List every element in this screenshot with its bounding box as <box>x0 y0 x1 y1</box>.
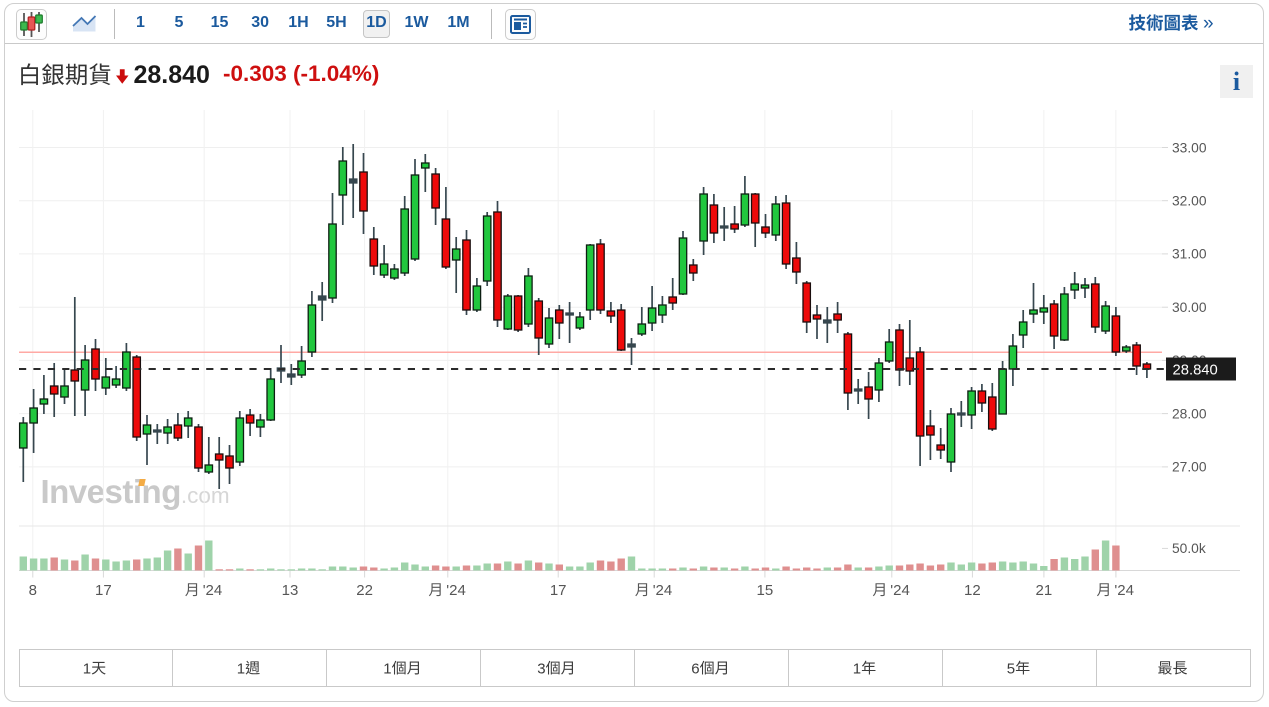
svg-text:13: 13 <box>282 582 299 599</box>
svg-text:28.00: 28.00 <box>1172 406 1207 421</box>
svg-text:33.00: 33.00 <box>1172 140 1207 155</box>
svg-text:'24: '24 <box>203 582 223 599</box>
svg-text:30.00: 30.00 <box>1172 300 1207 315</box>
svg-text:'24: '24 <box>446 582 466 599</box>
svg-text:17: 17 <box>550 582 567 599</box>
svg-text:3: 3 <box>537 660 545 677</box>
svg-text:12: 12 <box>964 582 981 599</box>
svg-text:50.0k: 50.0k <box>1172 541 1206 556</box>
svg-text:31.00: 31.00 <box>1172 247 1207 262</box>
svg-text:32.00: 32.00 <box>1172 194 1207 209</box>
svg-text:'24: '24 <box>653 582 673 599</box>
svg-text:5: 5 <box>1007 660 1015 677</box>
svg-text:»: » <box>1203 13 1214 34</box>
svg-text:15: 15 <box>757 582 774 599</box>
svg-text:6: 6 <box>691 660 699 677</box>
svg-text:1: 1 <box>383 660 391 677</box>
svg-text:1: 1 <box>83 660 91 677</box>
svg-text:27.00: 27.00 <box>1172 460 1207 475</box>
svg-text:1: 1 <box>853 660 861 677</box>
svg-text:28.840: 28.840 <box>1173 362 1218 378</box>
svg-text:21: 21 <box>1036 582 1053 599</box>
svg-text:17: 17 <box>95 582 112 599</box>
svg-text:8: 8 <box>29 582 37 599</box>
svg-text:22: 22 <box>356 582 373 599</box>
svg-text:'24: '24 <box>890 582 910 599</box>
svg-text:'24: '24 <box>1114 582 1134 599</box>
svg-text:1: 1 <box>237 660 245 677</box>
